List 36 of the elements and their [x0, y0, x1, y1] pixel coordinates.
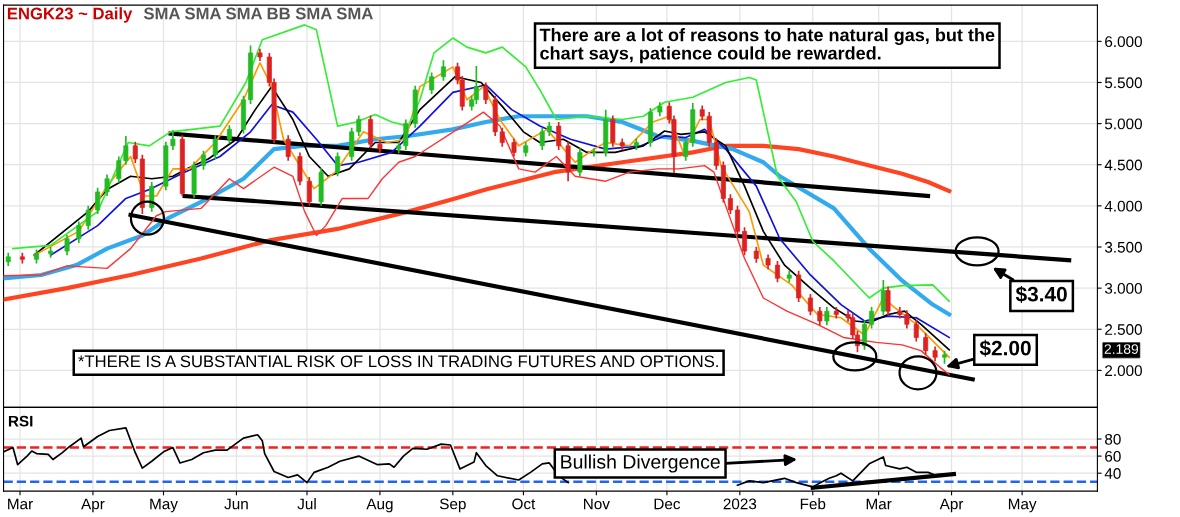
x-tick-label: Mar — [866, 498, 892, 510]
x-tick-label: Mar — [8, 498, 33, 510]
x-tick-label: Sep — [439, 498, 466, 513]
x-tick-label: May — [1008, 498, 1037, 513]
y-tick-label: 3.000 — [1104, 282, 1142, 294]
x-tick-label: Feb — [800, 498, 826, 510]
x-tick-label: Oct — [512, 498, 536, 510]
y-tick-label: 3.500 — [1104, 241, 1142, 253]
annotation: *THERE IS A SUBSTANTIAL RISK OF LOSS IN TRADING FUTURES AND OPTIONS. — [78, 355, 718, 368]
y-tick-label: 2.000 — [1105, 365, 1142, 377]
y-tick-label: 60 — [1105, 450, 1121, 462]
y-tick-label: 5.000 — [1104, 118, 1142, 130]
annotation: $3.40 — [1015, 285, 1067, 303]
text: 2.189 — [1104, 344, 1139, 355]
y-tick-label: 4.500 — [1104, 159, 1142, 171]
annotation: $2.00 — [979, 339, 1031, 357]
y-tick-label: 40 — [1104, 468, 1121, 479]
x-tick-label: Jul — [297, 498, 316, 510]
annotation: There are a lot of reasons to hate natural gas, but the chart says, patience could be rewarded. — [539, 28, 995, 64]
chart-title: ENGK23 ~ Daily — [7, 7, 133, 23]
x-tick-label: Apr — [81, 498, 105, 513]
x-tick-label: Dec — [654, 498, 681, 510]
chart-subtitle: SMA SMA SMA BB SMA SMA — [143, 7, 373, 20]
x-tick-label: May — [150, 498, 178, 513]
x-tick-label: Jun — [224, 498, 248, 510]
y-tick-label: 2.500 — [1105, 324, 1142, 335]
chart-title: RSI — [8, 415, 33, 427]
y-tick-label: 5.500 — [1104, 77, 1142, 89]
y-tick-label: 6.000 — [1105, 36, 1142, 48]
annotation: Bullish Divergence — [561, 454, 720, 473]
y-tick-label: 80 — [1105, 433, 1121, 445]
x-tick-label: 2023 — [723, 498, 757, 510]
x-tick-label: Nov — [584, 498, 610, 510]
y-tick-label: 4.000 — [1104, 200, 1142, 212]
x-tick-label: Aug — [366, 498, 393, 513]
x-tick-label: Apr — [939, 498, 964, 513]
